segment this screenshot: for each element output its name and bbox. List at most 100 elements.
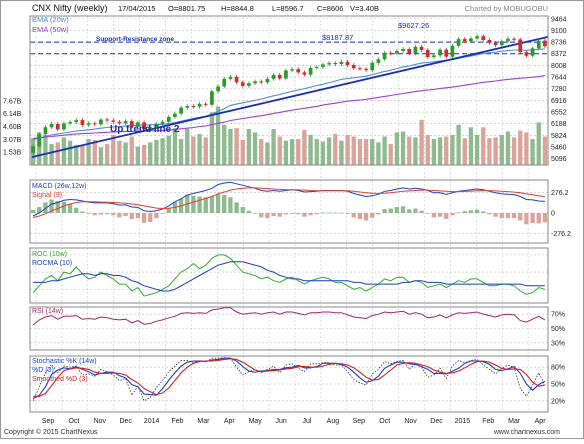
- volume-bar: [111, 134, 116, 165]
- volume-bar: [400, 131, 406, 165]
- volume-bar: [37, 132, 42, 165]
- macd-histogram-bar: [468, 210, 474, 213]
- macd-histogram-bar: [37, 207, 42, 213]
- volume-bar: [357, 139, 363, 165]
- candle-body: [351, 65, 356, 69]
- rsi-tick-label: 30%: [551, 340, 565, 347]
- candle-body: [370, 62, 375, 71]
- price-tick-label: 6552: [551, 110, 567, 117]
- header-high: H=8844.8: [221, 4, 254, 13]
- roc-panel-frame: [29, 247, 549, 304]
- macd-histogram-bar: [111, 213, 116, 216]
- macd-histogram-bar: [228, 197, 233, 213]
- macd-tick-label: 0: [551, 211, 555, 218]
- volume-bar: [178, 139, 184, 165]
- candle-body: [339, 61, 344, 65]
- volume-tick-label: 3.07B: [3, 137, 22, 144]
- macd-histogram-bar: [518, 213, 523, 221]
- volume-bar: [185, 129, 190, 165]
- price-tick-label: 5096: [551, 156, 567, 163]
- price-panel-frame: [29, 15, 549, 166]
- macd-histogram-bar: [277, 213, 282, 217]
- volume-bar: [505, 131, 511, 165]
- legend-roc: ROC (10w): [32, 251, 67, 258]
- volume-bar: [203, 137, 208, 165]
- volume-bar: [326, 137, 332, 165]
- month-label: Oct: [68, 418, 79, 425]
- candle-body: [265, 78, 270, 83]
- footer-site: www.chartnexus.com: [493, 429, 560, 436]
- macd-histogram-bar: [542, 213, 548, 223]
- stoch-tick-label: 20%: [551, 398, 565, 405]
- macd-histogram-bar: [49, 199, 54, 213]
- volume-bar: [240, 139, 245, 165]
- macd-histogram-bar: [302, 213, 307, 217]
- volume-bar: [172, 128, 178, 165]
- candle-body: [512, 38, 516, 40]
- volume-bar: [104, 144, 110, 165]
- candle-body: [55, 123, 60, 130]
- volume-bar: [518, 130, 523, 165]
- macd-histogram-bar: [74, 207, 79, 213]
- volume-bar: [246, 129, 252, 165]
- candle-body: [222, 78, 227, 87]
- volume-bar: [191, 136, 196, 165]
- candle-body: [413, 46, 418, 54]
- macd-histogram-bar: [314, 213, 319, 215]
- candle-body: [197, 103, 202, 107]
- price-tick-label: 9100: [551, 28, 567, 35]
- volume-bar: [80, 145, 85, 165]
- macd-histogram-bar: [222, 195, 227, 213]
- candle-body: [524, 52, 529, 56]
- macd-histogram-bar: [499, 213, 504, 219]
- macd-histogram-bar: [388, 208, 393, 213]
- candle-body: [99, 119, 103, 125]
- candle-body: [407, 49, 412, 54]
- volume-bar: [277, 136, 282, 165]
- candle-body: [345, 61, 350, 66]
- volume-bar: [228, 129, 233, 165]
- candle-body: [92, 123, 97, 125]
- label-layer: Sep Oct Nov Dec 2014 Feb Mar Apr May Jun Jul Aug Sep…: [3, 16, 571, 425]
- candle-body: [129, 121, 134, 127]
- legend-stoch-k: Stochastic %K (14w): [32, 358, 97, 365]
- macd-histogram-bar: [283, 213, 289, 215]
- candle-body: [493, 42, 498, 46]
- month-label: Feb: [482, 418, 494, 425]
- chart-title: CNX Nifty (weekly): [32, 3, 108, 13]
- candle-body: [142, 122, 146, 130]
- month-label: Sep: [353, 418, 366, 425]
- macd-histogram-bar: [166, 208, 171, 213]
- candle-body: [364, 68, 368, 71]
- rsi-tick-label: 50%: [551, 326, 565, 333]
- candle-body: [327, 63, 331, 65]
- signal-line: [32, 187, 545, 218]
- volume-bar: [468, 127, 474, 165]
- candle-body: [271, 74, 276, 79]
- candle-body: [401, 49, 405, 51]
- month-label: Sep: [42, 418, 55, 425]
- macd-histogram-bar: [444, 213, 449, 219]
- candle-body: [518, 39, 523, 53]
- macd-histogram-bar: [104, 213, 110, 215]
- candle-body: [277, 74, 282, 79]
- macd-panel-frame: [29, 179, 549, 244]
- macd-histogram-bar: [86, 213, 91, 214]
- volume-bar: [474, 134, 480, 165]
- candle-body: [395, 50, 399, 54]
- header-open: O=8801.75: [168, 4, 205, 13]
- volume-bar: [296, 139, 301, 165]
- candle-body: [382, 52, 387, 60]
- volume-bar: [197, 134, 202, 165]
- volume-bar: [234, 128, 239, 165]
- candle-body: [179, 107, 183, 114]
- volume-bar: [148, 142, 153, 165]
- month-label: Dec: [119, 418, 132, 425]
- volume-bar: [289, 139, 295, 165]
- volume-bar: [222, 124, 227, 165]
- price-tick-label: 9464: [551, 16, 567, 23]
- candle-body: [240, 82, 245, 86]
- macd-histogram-bar: [493, 213, 498, 217]
- candle-body: [456, 39, 461, 46]
- legend-rsi: RSI (14w): [32, 308, 63, 315]
